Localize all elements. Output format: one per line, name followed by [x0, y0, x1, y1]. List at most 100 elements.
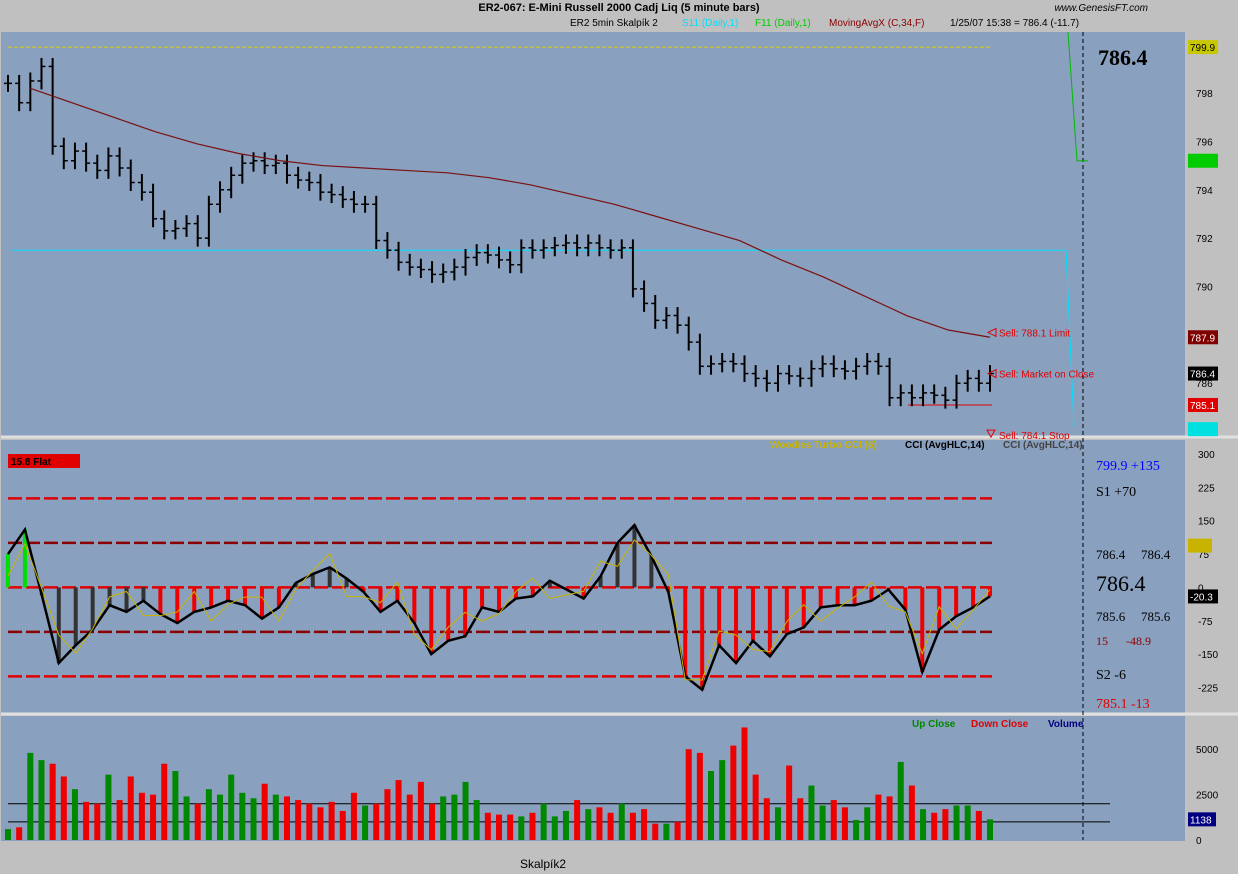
cci-panel-bg [1, 440, 1185, 713]
cci-histogram-bar [700, 587, 705, 690]
daily-f11-line [1067, 31, 1088, 162]
cci-histogram-bar [750, 587, 755, 641]
cci-layer [6, 497, 992, 692]
site-label: www.GenesisFT.com [1054, 3, 1148, 14]
volume-bar [752, 774, 759, 840]
cci-legend: CCI (AvgHLC,14) [905, 440, 985, 451]
volume-bar [808, 785, 815, 840]
volume-bar [116, 800, 123, 840]
volume-bar [395, 780, 402, 840]
volume-bar [384, 789, 391, 840]
price-tag: 785.1 [1190, 401, 1215, 412]
volume-bar [730, 745, 737, 840]
cci-badge-bg [8, 454, 80, 468]
cci-histogram-bar [344, 578, 349, 588]
price-tag: 799.9 [1190, 43, 1215, 54]
volume-bar [317, 807, 324, 840]
volume-bar [406, 794, 413, 840]
volume-bar [886, 796, 893, 840]
cci-info: 785.6 [1141, 609, 1171, 624]
volume-value-tag: 1138 [1190, 815, 1212, 826]
cci-axis-tick: 150 [1198, 517, 1215, 528]
volume-bar [328, 801, 335, 840]
price-axis-tick: 796 [1196, 137, 1213, 148]
volume-bar [250, 798, 257, 840]
cci-histogram-bar [446, 587, 451, 641]
cci-axis-tick: 75 [1198, 550, 1210, 561]
text-layer: 786.4 Sell: 788.1 Limit Sell: Market on Cl… [8, 40, 1219, 847]
volume-bar [306, 803, 313, 840]
volume-value-tag-bg [1188, 812, 1216, 827]
cci-histogram-bar [767, 587, 772, 657]
volume-bar [964, 805, 971, 840]
volume-bar [708, 771, 715, 840]
volume-bar [127, 776, 134, 840]
volume-bar [540, 803, 547, 840]
volume-bar [484, 812, 491, 840]
cci-histogram-bar [158, 587, 163, 615]
volume-bar [440, 796, 447, 840]
ind1-label: S11 (Daily,1) [682, 18, 739, 29]
cci-info: 785.1 -13 [1096, 697, 1150, 712]
cci-histogram-bar [395, 587, 400, 601]
price-tag: 784.1 [1190, 425, 1215, 436]
cci-histogram-bar [717, 587, 722, 646]
volume-bar [49, 763, 56, 840]
volume-bar [574, 800, 581, 840]
cci-histogram-bar [988, 587, 992, 597]
price-tag-bg [1188, 366, 1218, 381]
cci-info: 786.4 [1096, 571, 1146, 596]
order-marker [986, 429, 996, 439]
volume-bar [685, 749, 692, 840]
turbo-cci-line [7, 539, 991, 681]
cci-histogram-bar [429, 587, 434, 655]
cci-axis-tick: 300 [1198, 450, 1215, 461]
cci-histogram-bar [903, 587, 908, 610]
cci-histogram-bar [683, 587, 688, 677]
cci-badge: 15.8 Flat [11, 457, 52, 468]
cci-info: 786.4 [1096, 547, 1126, 562]
volume-legend: Down Close [971, 719, 1029, 730]
cci-histogram-bar [276, 587, 281, 608]
cci-histogram-bar [56, 587, 61, 664]
volume-bar [897, 761, 904, 840]
volume-bar [920, 809, 927, 840]
volume-bar [272, 794, 279, 840]
volume-bar [607, 812, 614, 840]
volume-bar [429, 803, 436, 840]
cci-histogram-bar [259, 587, 264, 619]
cci-histogram-bar [243, 587, 248, 606]
volume-bar [507, 814, 514, 840]
footer-label: Skalpík2 [520, 857, 567, 871]
volume-bar [71, 789, 78, 840]
cci-histogram-bar [937, 587, 942, 630]
cci-histogram-bar [513, 587, 518, 599]
cci-histogram-bar [632, 525, 637, 588]
volume-bar [652, 823, 659, 840]
cci-histogram-bar [293, 582, 298, 588]
volume-bar [518, 816, 525, 840]
cci-histogram-bar [497, 587, 501, 612]
price-tag: 786.4 [1190, 370, 1215, 381]
cci-histogram-bar [175, 587, 180, 623]
volume-bar [864, 807, 871, 840]
volume-bar [551, 816, 558, 840]
cci-histogram-bar [141, 587, 146, 601]
volume-bar [105, 774, 112, 840]
order-label: Sell: Market on Close [999, 370, 1094, 381]
cci-histogram-bar [835, 587, 840, 606]
volume-bar [741, 727, 748, 840]
volume-bar [38, 760, 45, 840]
volume-bar [585, 809, 592, 840]
quote-label: 1/25/07 15:38 = 786.4 (-11.7) [950, 18, 1080, 29]
price-axis-tick: 798 [1196, 89, 1213, 100]
volume-bar [562, 810, 569, 840]
volume-bar [261, 783, 268, 840]
cci-histogram-bar [310, 574, 315, 588]
cci-histogram-bar [971, 587, 976, 608]
volume-bar [183, 796, 190, 840]
volume-bar [975, 810, 982, 840]
volume-bar [774, 807, 781, 840]
cci-axis-tick: -225 [1198, 684, 1218, 695]
